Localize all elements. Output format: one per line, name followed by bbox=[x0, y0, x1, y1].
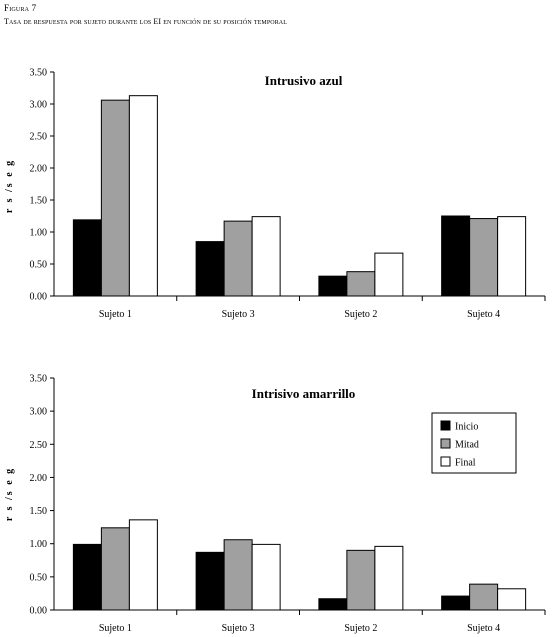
chart2-y-tick-label: 2.00 bbox=[30, 473, 48, 484]
chart2-bar-mitad bbox=[346, 549, 376, 611]
chart1-bar-inicio bbox=[72, 219, 102, 297]
chart2-y-axis-label: r s /s e g bbox=[4, 467, 15, 521]
chart2-bar-inicio bbox=[318, 598, 348, 611]
chart2-bar-inicio bbox=[195, 551, 225, 611]
chart2-legend-swatch-inicio bbox=[440, 420, 451, 431]
chart2-title: Intrisivo amarrillo bbox=[252, 386, 356, 401]
chart1-bar-inicio bbox=[441, 215, 471, 297]
chart2-y-tick-label: 3.00 bbox=[30, 407, 48, 418]
chart2-bar-mitad bbox=[223, 539, 253, 611]
chart2-legend-label: Inicio bbox=[455, 422, 478, 433]
chart1-bar-final bbox=[497, 216, 527, 297]
chart1-y-tick-label: 0.00 bbox=[30, 292, 48, 303]
chart1-category-label: Sujeto 1 bbox=[99, 309, 132, 320]
chart1-bar-final bbox=[251, 216, 281, 297]
chart1-bar-mitad bbox=[100, 99, 130, 297]
chart1-bar-final bbox=[374, 252, 404, 297]
chart2-legend-swatch-mitad bbox=[440, 438, 451, 449]
chart1-category-label: Sujeto 3 bbox=[222, 309, 255, 320]
chart1-category-label: Sujeto 4 bbox=[467, 309, 500, 320]
chart2-category-label: Sujeto 4 bbox=[467, 623, 500, 634]
chart2-y-tick-label: 1.50 bbox=[30, 506, 48, 517]
chart1-bar-mitad bbox=[469, 218, 499, 297]
chart1-y-tick-label: 3.50 bbox=[30, 68, 48, 79]
chart2-y-tick-label: 1.00 bbox=[30, 539, 48, 550]
chart2-bar-inicio bbox=[441, 595, 471, 611]
chart1-title: Intrusivo azul bbox=[265, 73, 343, 88]
figure-caption: Tasa de respuesta por sujeto durante los… bbox=[4, 17, 288, 26]
chart1-y-tick-label: 1.00 bbox=[30, 228, 48, 239]
chart2-bar-mitad bbox=[469, 583, 499, 611]
chart2-y-tick-label: 0.00 bbox=[30, 606, 48, 617]
chart2-y-tick-label: 0.50 bbox=[30, 572, 48, 583]
chart1-y-tick-label: 2.50 bbox=[30, 132, 48, 143]
chart2-bar-inicio bbox=[72, 543, 102, 611]
chart2-bar-final bbox=[374, 545, 404, 611]
chart1-y-tick-label: 0.50 bbox=[30, 260, 48, 271]
chart1-y-tick-label: 2.00 bbox=[30, 164, 48, 175]
chart2-bar-final bbox=[497, 588, 527, 611]
chart2-legend-label: Mitad bbox=[455, 440, 479, 451]
chart1-y-tick-label: 3.00 bbox=[30, 100, 48, 111]
chart2-bar-final bbox=[251, 543, 281, 611]
chart1-bar-final bbox=[128, 95, 158, 297]
chart2-category-label: Sujeto 2 bbox=[344, 623, 377, 634]
chart1-y-axis-label: r s /s e g bbox=[4, 159, 15, 213]
figure-label: Figura 7 bbox=[4, 3, 37, 13]
chart2-category-label: Sujeto 3 bbox=[222, 623, 255, 634]
chart2-category-label: Sujeto 1 bbox=[99, 623, 132, 634]
chart1-y-tick-label: 1.50 bbox=[30, 196, 48, 207]
chart2-legend-swatch-final bbox=[440, 456, 451, 467]
chart1-bar-mitad bbox=[346, 271, 376, 297]
chart1-bar-mitad bbox=[223, 220, 253, 297]
chart2-y-tick-label: 3.50 bbox=[30, 374, 48, 385]
chart2-y-tick-label: 2.50 bbox=[30, 440, 48, 451]
chart1-category-label: Sujeto 2 bbox=[344, 309, 377, 320]
chart2-legend-label: Final bbox=[455, 458, 476, 469]
chart1-bar-inicio bbox=[318, 275, 348, 297]
chart1-bar-inicio bbox=[195, 241, 225, 297]
chart2-bar-final bbox=[128, 519, 158, 611]
chart2-bar-mitad bbox=[100, 527, 130, 611]
